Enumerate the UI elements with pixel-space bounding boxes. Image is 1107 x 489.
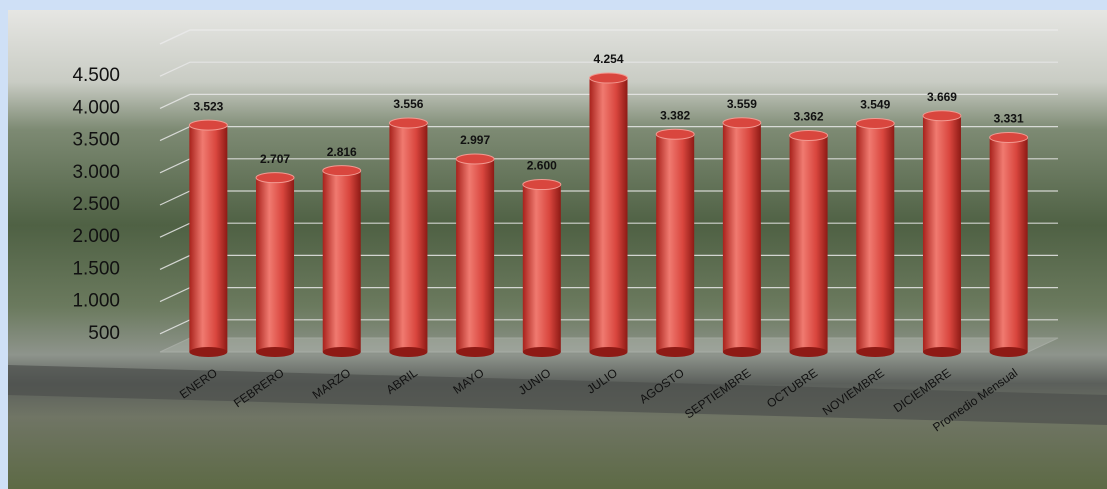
wall-edge: [159, 29, 1058, 45]
y-tick-label: 3.000: [72, 162, 120, 183]
bar-body: [256, 177, 295, 352]
value-label: 2.707: [260, 152, 290, 166]
bar-base: [589, 347, 628, 357]
y-tick-label: 3.500: [72, 130, 120, 151]
bar-base: [989, 347, 1028, 357]
bar-top: [455, 153, 495, 165]
y-tick-label: 2.000: [72, 226, 120, 247]
bar-body: [922, 115, 961, 352]
y-tick-label: 500: [88, 323, 120, 344]
bar-base: [656, 347, 695, 357]
value-label: 3.549: [860, 98, 890, 112]
bar-top: [855, 117, 895, 129]
bar-top: [589, 72, 628, 84]
grid-line: [159, 61, 1058, 77]
value-label: 3.331: [994, 112, 1024, 126]
bar: [388, 117, 428, 357]
value-label: 3.556: [393, 97, 423, 111]
bar-body: [522, 184, 561, 352]
bar: [989, 131, 1029, 357]
bar: [922, 110, 962, 357]
bar-body: [989, 137, 1028, 352]
runway: [8, 365, 1107, 425]
y-tick-label: 1.000: [72, 291, 120, 312]
value-label: 2.600: [527, 159, 557, 173]
bar-base: [922, 347, 961, 357]
bar: [322, 165, 362, 357]
bar-top: [522, 179, 562, 191]
bar: [188, 119, 228, 357]
bar-body: [589, 78, 628, 353]
bar-body: [656, 134, 695, 352]
bar-top: [789, 129, 829, 141]
value-label: 3.362: [794, 110, 824, 124]
bar: [522, 179, 562, 357]
value-label: 2.816: [327, 145, 357, 159]
bar: [789, 129, 829, 357]
bar: [255, 172, 295, 357]
value-label: 4.254: [593, 52, 623, 66]
bar: [589, 72, 628, 357]
bar-top: [388, 117, 428, 129]
bar-body: [389, 122, 428, 353]
bar-base: [389, 347, 428, 357]
bar-base: [189, 347, 228, 357]
y-tick-label: 4.500: [72, 65, 120, 86]
bar-top: [655, 128, 695, 140]
value-label: 2.997: [460, 133, 490, 147]
bar: [855, 117, 895, 357]
bar: [655, 128, 695, 357]
bar-body: [789, 135, 828, 352]
bar-base: [856, 347, 895, 357]
bar-base: [722, 347, 761, 357]
value-label: 3.523: [193, 99, 223, 113]
bar-body: [456, 158, 495, 352]
bar-base: [789, 347, 828, 357]
bar-top: [322, 165, 362, 177]
bar-top: [989, 131, 1029, 143]
value-label: 3.669: [927, 90, 957, 104]
bar-top: [255, 172, 295, 184]
y-tick-label: 4.000: [72, 97, 120, 118]
bar-body: [856, 123, 895, 352]
bar-body: [722, 122, 761, 352]
bar-top: [722, 117, 762, 129]
y-tick-label: 2.500: [72, 194, 120, 215]
bar-top: [188, 119, 228, 131]
bar: [455, 153, 495, 357]
bar-base: [256, 347, 295, 357]
bar-base: [456, 347, 495, 357]
bar-base: [522, 347, 561, 357]
y-tick-label: 1.500: [72, 258, 120, 279]
bar-body: [322, 170, 361, 352]
bar-base: [322, 347, 361, 357]
value-label: 3.559: [727, 97, 757, 111]
grid-line: [159, 93, 1058, 109]
bar-body: [189, 125, 228, 352]
bar-top: [922, 110, 962, 122]
bar: [722, 117, 762, 357]
value-label: 3.382: [660, 108, 690, 122]
